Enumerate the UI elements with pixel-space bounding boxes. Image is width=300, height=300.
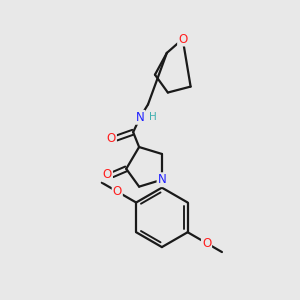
Text: N: N bbox=[158, 173, 166, 186]
Text: O: O bbox=[107, 132, 116, 145]
Text: O: O bbox=[202, 237, 211, 250]
Text: O: O bbox=[103, 168, 112, 181]
Text: N: N bbox=[136, 111, 145, 124]
Text: H: H bbox=[149, 112, 157, 122]
Text: O: O bbox=[112, 185, 122, 198]
Text: O: O bbox=[178, 32, 187, 46]
